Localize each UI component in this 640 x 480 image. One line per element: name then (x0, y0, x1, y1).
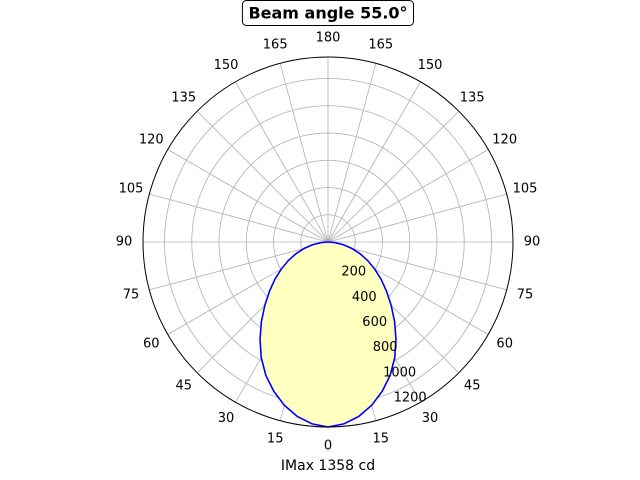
radial-tick-label: 800 (373, 340, 398, 355)
chart-title-frame (241, 0, 414, 26)
angle-tick-label: 165 (263, 38, 288, 53)
angle-grid-line (196, 110, 329, 243)
angle-tick-label: 75 (123, 287, 140, 302)
angle-grid-line (167, 149, 329, 243)
angle-tick-label: 135 (171, 90, 196, 105)
angle-tick-label: 75 (517, 287, 534, 302)
angle-tick-label: 165 (368, 38, 393, 53)
angle-grid-line (327, 81, 421, 243)
angle-tick-label: 90 (116, 235, 133, 250)
angle-tick-label: 90 (524, 235, 541, 250)
radial-tick-label: 400 (352, 290, 377, 305)
x-axis-label: IMax 1358 cd (281, 458, 375, 474)
angle-tick-label: 120 (139, 133, 164, 148)
angle-grid-line (327, 110, 460, 243)
angle-grid-line (235, 81, 329, 243)
angle-tick-label: 60 (143, 337, 160, 352)
angle-tick-label: 45 (176, 379, 193, 394)
radial-tick-labels: 200 400 600 800 1000 1200 (341, 265, 426, 406)
angle-tick-label: 15 (373, 432, 390, 447)
angle-tick-label: 150 (214, 58, 239, 73)
angle-tick-label: 30 (422, 411, 439, 426)
polar-frame (142, 56, 514, 428)
angle-tick-label: 135 (460, 90, 485, 105)
radial-tick-label: 200 (341, 265, 366, 280)
angle-tick-label: 120 (492, 133, 517, 148)
chart-title: Beam angle 55.0° (248, 4, 407, 23)
radial-tick-label: 1000 (383, 365, 416, 380)
series-layer (259, 241, 397, 428)
series-fill (260, 242, 396, 427)
angle-tick-label: 150 (418, 58, 443, 73)
angle-tick-label: 60 (496, 337, 513, 352)
angle-grid-line (327, 241, 507, 291)
angle-grid-line (327, 149, 489, 243)
radial-tick-label: 1200 (394, 391, 427, 406)
angle-tick-label: 0 (324, 439, 332, 454)
angle-tick-label: 15 (267, 432, 284, 447)
radial-tick-label: 600 (362, 315, 387, 330)
angle-grid-line (149, 193, 329, 243)
angle-tick-labels: 0 15 30 45 60 75 90 105 120 135 150 165 180 165 150 135… (116, 31, 541, 454)
angle-tick-label: 105 (119, 182, 144, 197)
angle-grid-line (149, 241, 329, 291)
chart-title-box: Beam angle 55.0° (241, 0, 414, 26)
angle-tick-label: 180 (316, 31, 341, 46)
angle-grid-line (279, 63, 329, 243)
angle-grid-line (327, 63, 377, 243)
angle-tick-label: 105 (513, 182, 538, 197)
angle-grid-line (327, 193, 507, 243)
angle-tick-label: 45 (464, 379, 481, 394)
angle-tick-label: 30 (218, 411, 235, 426)
